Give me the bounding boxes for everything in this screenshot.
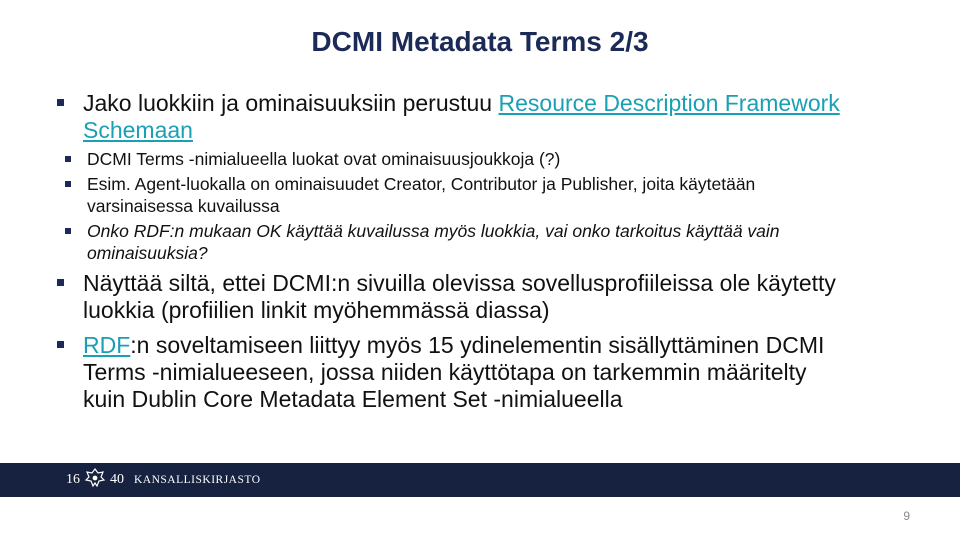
sub-bullet-item: DCMI Terms -nimialueella luokat ovat omi… (55, 148, 855, 170)
slide-title: DCMI Metadata Terms 2/3 (311, 26, 649, 57)
bullet-item: RDF:n soveltamiseen liittyy myös 15 ydin… (55, 332, 855, 413)
bullet-text: Jako luokkiin ja ominaisuuksiin perustuu (83, 90, 499, 116)
bullet-item: Jako luokkiin ja ominaisuuksiin perustuu… (55, 90, 855, 144)
kansalliskirjasto-logo: 16 40 KANSALLISKIRJASTO (66, 467, 261, 494)
square-bullet-icon (65, 181, 71, 187)
sub-bullet-list: DCMI Terms -nimialueella luokat ovat omi… (55, 148, 855, 264)
sub-bullet-text: Onko RDF:n mukaan OK käyttää kuvailussa … (87, 221, 780, 263)
rdf-link[interactable]: RDF (83, 332, 131, 358)
footer-band (0, 463, 960, 497)
bullet-text: :n soveltamiseen liittyy myös 15 ydinele… (83, 332, 825, 412)
logo-year-right: 40 (110, 472, 124, 487)
sub-bullet-item: Esim. Agent-luokalla on ominaisuudet Cre… (55, 173, 855, 217)
square-bullet-icon (65, 156, 71, 162)
slide-content: Jako luokkiin ja ominaisuuksiin perustuu… (55, 90, 855, 417)
sub-bullet-text: Esim. Agent-luokalla on ominaisuudet Cre… (87, 174, 756, 216)
square-bullet-icon (57, 99, 64, 106)
square-bullet-icon (57, 341, 64, 348)
sub-bullet-item: Onko RDF:n mukaan OK käyttää kuvailussa … (55, 220, 855, 264)
rdf-schema-link[interactable]: Resource Description Framework Schemaan (83, 90, 840, 143)
logo-year-left: 16 (66, 472, 80, 487)
bullet-item: Näyttää siltä, ettei DCMI:n sivuilla ole… (55, 270, 855, 324)
square-bullet-icon (57, 279, 64, 286)
bullet-text: Näyttää siltä, ettei DCMI:n sivuilla ole… (83, 270, 836, 323)
sub-bullet-text: DCMI Terms -nimialueella luokat ovat omi… (87, 149, 561, 169)
square-bullet-icon (65, 228, 71, 234)
page-number: 9 (903, 509, 910, 523)
logo-name: KANSALLISKIRJASTO (134, 474, 261, 486)
crest-icon (82, 467, 108, 494)
